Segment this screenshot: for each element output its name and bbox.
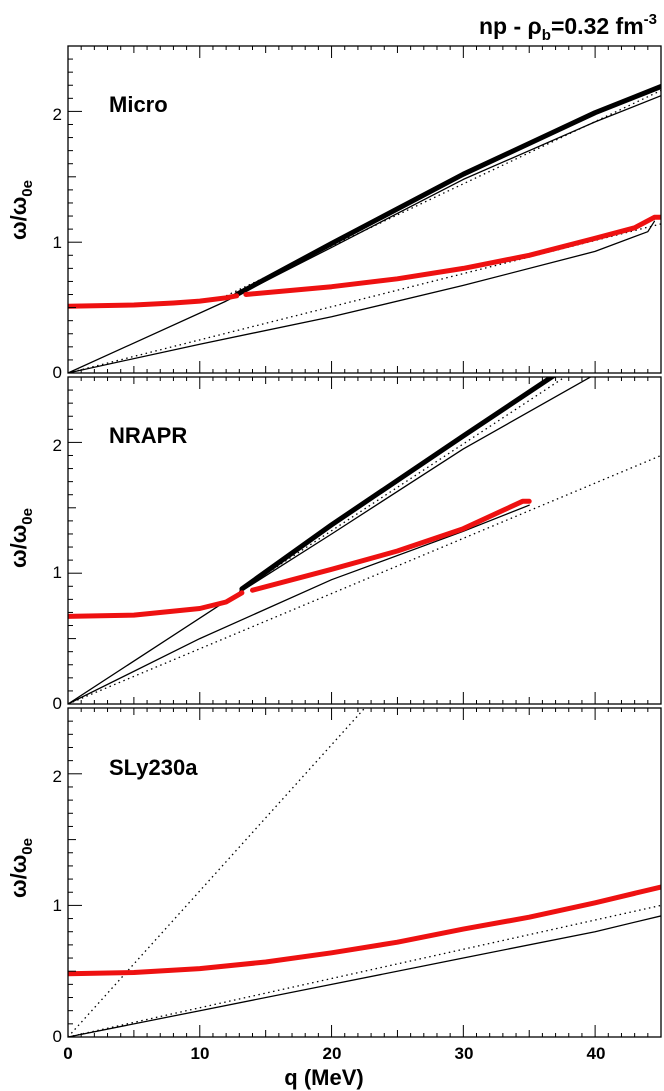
x-tick-label: 0 — [63, 1044, 72, 1063]
series-red — [68, 884, 661, 977]
y-tick-label: 1 — [53, 563, 62, 582]
series-black-thin-upper — [68, 377, 592, 704]
svg-text:ω/ω0e: ω/ω0e — [6, 838, 36, 898]
plot-frame — [67, 45, 662, 374]
plot-frame — [67, 707, 662, 1038]
figure-title: np - ρb=0.32 fm-3 — [479, 11, 657, 44]
series-black-thin-lower — [68, 220, 656, 373]
x-tick-label: 40 — [587, 1044, 606, 1063]
curves-sly230a — [67, 707, 662, 1038]
series-black-thin — [68, 915, 661, 1037]
y-tick-label: 2 — [53, 105, 62, 124]
series-red-lower — [68, 590, 245, 619]
series-red-lower — [68, 293, 240, 309]
y-tick-label: 0 — [53, 694, 62, 713]
series-dotted-shallow — [68, 454, 661, 704]
y-tick-label: 2 — [53, 767, 62, 786]
svg-text:ω/ω0e: ω/ω0e — [6, 180, 36, 240]
panel-sly230a: SLy230a — [67, 707, 662, 1038]
y-tick-label: 0 — [53, 1027, 62, 1046]
panel-title: Micro — [109, 92, 168, 117]
panel-title: SLy230a — [109, 755, 198, 780]
panel-title: NRAPR — [109, 423, 187, 448]
series-black-thick — [234, 84, 661, 297]
plot-frame — [67, 376, 662, 705]
panel-micro: Micro — [67, 45, 662, 374]
x-tick-label: 10 — [191, 1044, 210, 1063]
svg-text:ω/ω0e: ω/ω0e — [6, 508, 36, 568]
x-axis-title: q (MeV) — [284, 1065, 363, 1090]
y-tick-label: 1 — [53, 896, 62, 915]
series-dotted-steep — [238, 377, 567, 593]
curves-micro — [67, 45, 662, 374]
y-axis-title-sly230a: ω/ω0e — [6, 838, 36, 898]
series-dotted-shallow — [68, 904, 661, 1037]
series-black-thick — [239, 377, 557, 592]
series-black-thin-lower — [68, 504, 530, 704]
y-axis-title-micro: ω/ω0e — [6, 180, 36, 240]
y-tick-label: 2 — [53, 436, 62, 455]
y-axis-title-nrapr: ω/ω0e — [6, 508, 36, 568]
x-tick-label: 20 — [323, 1044, 342, 1063]
series-black-thin-upper — [68, 95, 661, 373]
series-dotted-shallow — [68, 223, 661, 373]
x-tick-label: 30 — [455, 1044, 474, 1063]
series-red-upper — [243, 214, 661, 297]
curves-nrapr — [67, 376, 662, 705]
y-tick-label: 0 — [53, 363, 62, 382]
y-tick-label: 1 — [53, 233, 62, 252]
series-red-upper — [250, 498, 532, 593]
panel-nrapr: NRAPR — [67, 376, 662, 705]
